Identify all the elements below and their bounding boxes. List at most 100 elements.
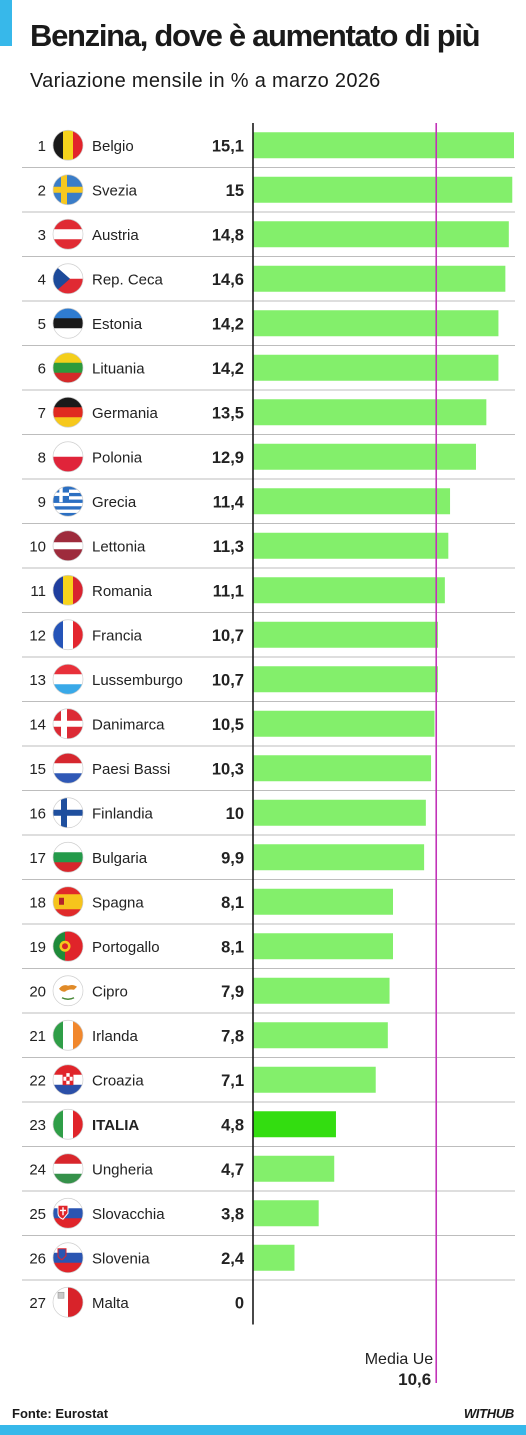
value-label: 9,9 [221, 849, 244, 867]
bar [253, 443, 476, 470]
brand-logo: WITHUB [463, 1406, 514, 1421]
sweden-flag-icon [52, 174, 84, 206]
rank-label: 17 [29, 850, 46, 867]
bar [253, 176, 513, 203]
country-label: Bulgaria [92, 850, 148, 867]
country-label: Malta [92, 1295, 129, 1312]
value-label: 14,2 [212, 315, 244, 333]
country-label: Romania [92, 583, 153, 600]
value-label: 4,8 [221, 1116, 244, 1134]
value-label: 7,8 [221, 1027, 244, 1045]
rank-label: 20 [29, 983, 46, 1000]
romania-flag-icon [52, 574, 84, 606]
cyprus-flag-icon [52, 975, 84, 1007]
portugal-flag-icon [52, 930, 84, 962]
value-label: 8,1 [221, 894, 244, 912]
value-label: 10,7 [212, 627, 244, 645]
rank-label: 26 [29, 1250, 46, 1267]
rank-label: 12 [29, 627, 46, 644]
rank-label: 5 [38, 316, 46, 333]
bar [253, 666, 438, 693]
country-label: Lussemburgo [92, 672, 183, 689]
austria-flag-icon [52, 218, 84, 250]
average-label: Media Ue [365, 1351, 434, 1368]
rank-label: 3 [38, 227, 46, 244]
slovakia-flag-icon [52, 1197, 84, 1229]
rank-label: 22 [29, 1072, 46, 1089]
czech-republic-flag-icon [52, 263, 84, 295]
value-label: 7,1 [221, 1072, 244, 1090]
bulgaria-flag-icon [52, 841, 84, 873]
rank-label: 8 [38, 449, 46, 466]
value-label: 12,9 [212, 449, 244, 467]
country-label: Finlandia [92, 805, 154, 822]
italy-flag-icon [52, 1108, 84, 1140]
rank-label: 1 [38, 138, 46, 155]
france-flag-icon [52, 619, 84, 651]
country-label: Paesi Bassi [92, 761, 170, 778]
value-label: 10 [226, 805, 244, 823]
value-label: 7,9 [221, 983, 244, 1001]
rank-label: 4 [38, 271, 46, 288]
rank-label: 7 [38, 405, 46, 422]
rank-label: 13 [29, 672, 46, 689]
country-label: Estonia [92, 316, 143, 333]
bar [253, 577, 445, 604]
country-label: Polonia [92, 449, 143, 466]
rank-label: 2 [38, 182, 46, 199]
country-label: Slovacchia [92, 1206, 165, 1223]
country-label: Portogallo [92, 939, 160, 956]
value-label: 3,8 [221, 1205, 244, 1223]
rank-label: 9 [38, 494, 46, 511]
ireland-flag-icon [52, 1019, 84, 1051]
estonia-flag-icon [52, 307, 84, 339]
country-label: Lituania [92, 360, 145, 377]
bar-chart: 1 Belgio 15,1 2 Svezia 15 3 Austria 14,8 4 Rep. Ce… [22, 123, 515, 1389]
rank-label: 27 [29, 1295, 46, 1312]
bar [253, 977, 390, 1004]
netherlands-flag-icon [52, 752, 84, 784]
value-label: 14,6 [212, 271, 244, 289]
source-note: Fonte: Eurostat [12, 1406, 109, 1421]
country-label: Germania [92, 405, 159, 422]
value-label: 11,1 [213, 582, 244, 600]
denmark-flag-icon [52, 708, 84, 740]
finland-flag-icon [52, 797, 84, 829]
bar [253, 1111, 336, 1138]
bar [253, 844, 425, 871]
footer-accent-bar [0, 1425, 526, 1435]
rank-label: 19 [29, 939, 46, 956]
country-label: Austria [92, 227, 139, 244]
luxembourg-flag-icon [52, 663, 84, 695]
country-label: Cipro [92, 983, 128, 1000]
accent-bar [0, 0, 12, 46]
country-label: Spagna [92, 894, 144, 911]
bar [253, 1022, 388, 1049]
value-label: 10,7 [212, 671, 244, 689]
bar [253, 621, 438, 648]
poland-flag-icon [52, 441, 84, 473]
country-label: Slovenia [92, 1250, 150, 1267]
country-label: Croazia [92, 1072, 144, 1089]
bar [253, 1066, 376, 1093]
latvia-flag-icon [52, 530, 84, 562]
value-label: 15,1 [212, 137, 244, 155]
rank-label: 25 [29, 1206, 46, 1223]
value-label: 15 [226, 182, 244, 200]
country-label: Francia [92, 627, 143, 644]
bar [253, 310, 499, 337]
bar [253, 710, 435, 737]
value-label: 0 [235, 1294, 244, 1312]
spain-flag-icon [52, 886, 84, 918]
lithuania-flag-icon [52, 352, 84, 384]
bar [253, 1200, 319, 1227]
chart-subtitle: Variazione mensile in % a marzo 2026 [30, 70, 381, 92]
bar [253, 221, 509, 248]
rank-label: 6 [38, 360, 46, 377]
rank-label: 16 [29, 805, 46, 822]
bar [253, 933, 394, 960]
slovenia-flag-icon [52, 1242, 84, 1274]
rank-label: 11 [30, 583, 46, 600]
value-label: 8,1 [221, 938, 244, 956]
value-label: 11,4 [213, 493, 245, 511]
